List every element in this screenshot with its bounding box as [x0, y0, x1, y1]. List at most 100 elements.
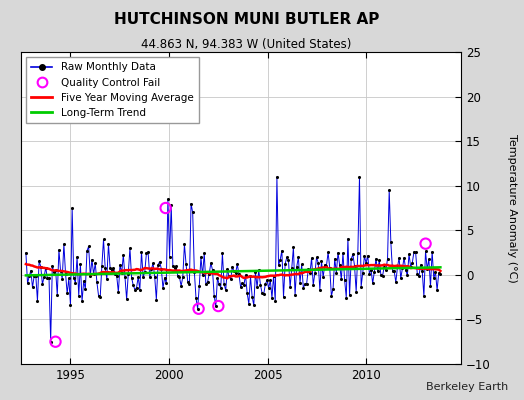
Point: [163, 196, 172, 202]
Point: [119, 252, 127, 258]
Point: [261, 281, 269, 287]
Point: [61, 270, 70, 277]
Point: [360, 253, 368, 259]
Point: [387, 239, 395, 246]
Point: [308, 255, 316, 261]
Point: [329, 286, 337, 292]
Point: [37, 264, 45, 270]
Point: [275, 262, 283, 269]
Point: [94, 292, 103, 299]
Point: [170, 265, 179, 271]
Text: HUTCHINSON MUNI BUTLER AP: HUTCHINSON MUNI BUTLER AP: [114, 12, 379, 27]
Point: [279, 294, 288, 300]
Point: [130, 286, 139, 293]
Point: [401, 266, 410, 273]
Point: [285, 257, 293, 264]
Point: [397, 275, 405, 282]
Point: [341, 277, 349, 283]
Point: [144, 249, 152, 255]
Point: [189, 209, 197, 216]
Point: [239, 282, 248, 288]
Point: [249, 302, 258, 308]
Point: [424, 256, 433, 262]
Point: [41, 264, 50, 271]
Point: [100, 236, 108, 242]
Point: [251, 269, 259, 275]
Point: [374, 268, 382, 275]
Point: [212, 303, 220, 309]
Point: [291, 292, 299, 298]
Point: [218, 250, 226, 256]
Point: [294, 254, 302, 260]
Point: [272, 174, 281, 180]
Point: [238, 280, 246, 286]
Point: [194, 306, 203, 312]
Point: [390, 268, 398, 274]
Point: [179, 274, 187, 280]
Point: [51, 338, 60, 345]
Point: [304, 266, 312, 272]
Point: [91, 260, 100, 266]
Point: [265, 285, 273, 291]
Point: [157, 266, 166, 272]
Point: [70, 275, 78, 282]
Point: [101, 264, 110, 271]
Point: [332, 270, 341, 276]
Point: [327, 293, 335, 299]
Point: [312, 254, 321, 260]
Point: [299, 285, 308, 291]
Point: [246, 273, 255, 280]
Point: [420, 293, 428, 300]
Point: [266, 277, 275, 283]
Point: [398, 265, 407, 272]
Point: [83, 248, 91, 254]
Point: [222, 287, 230, 294]
Point: [372, 256, 380, 262]
Point: [161, 205, 170, 211]
Point: [318, 258, 326, 264]
Point: [433, 287, 441, 294]
Point: [381, 267, 390, 273]
Point: [142, 250, 150, 256]
Point: [319, 274, 328, 280]
Point: [162, 280, 170, 287]
Point: [286, 284, 294, 290]
Legend: Raw Monthly Data, Quality Control Fail, Five Year Moving Average, Long-Term Tren: Raw Monthly Data, Quality Control Fail, …: [26, 57, 199, 123]
Point: [391, 279, 400, 286]
Point: [107, 267, 116, 273]
Point: [64, 275, 73, 282]
Point: [213, 275, 222, 281]
Point: [233, 261, 242, 268]
Point: [242, 272, 250, 278]
Point: [305, 270, 314, 276]
Text: Berkeley Earth: Berkeley Earth: [426, 382, 508, 392]
Point: [417, 262, 425, 268]
Point: [67, 302, 75, 308]
Point: [73, 254, 81, 260]
Point: [434, 270, 443, 276]
Point: [113, 273, 121, 279]
Point: [243, 290, 252, 296]
Point: [298, 261, 306, 268]
Point: [129, 282, 137, 288]
Point: [106, 265, 114, 271]
Point: [245, 301, 253, 307]
Point: [86, 273, 94, 280]
Point: [368, 280, 377, 286]
Point: [418, 268, 427, 274]
Point: [127, 275, 136, 281]
Point: [394, 264, 402, 270]
Point: [337, 276, 345, 282]
Point: [302, 281, 311, 287]
Point: [33, 298, 41, 304]
Point: [236, 284, 245, 290]
Point: [335, 262, 344, 268]
Point: [202, 281, 210, 288]
Point: [253, 284, 261, 290]
Point: [78, 298, 86, 304]
Point: [76, 261, 84, 268]
Point: [281, 261, 289, 267]
Point: [325, 265, 334, 271]
Point: [271, 298, 279, 304]
Point: [154, 262, 162, 268]
